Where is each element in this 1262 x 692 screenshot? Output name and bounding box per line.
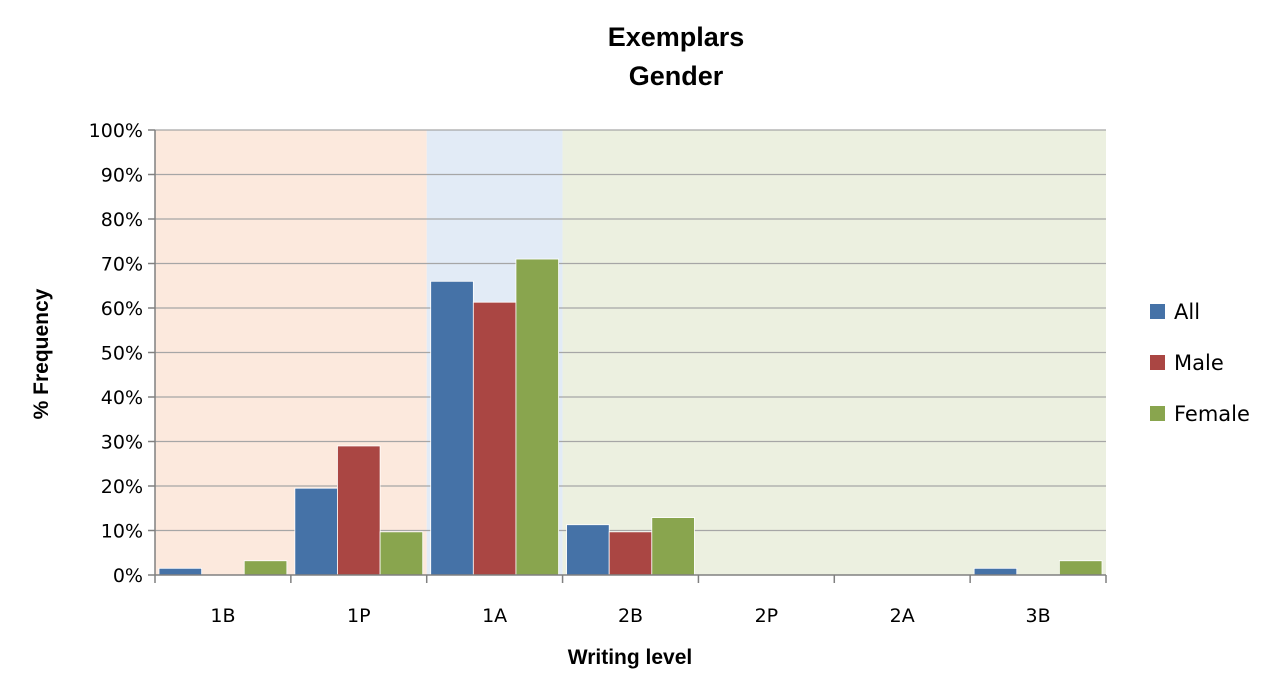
y-tick-label: 80% xyxy=(101,209,143,231)
legend-swatch-male xyxy=(1150,355,1165,370)
legend-label-male: Male xyxy=(1174,351,1224,375)
y-tick-label: 60% xyxy=(101,298,143,320)
legend: All Male Female xyxy=(1150,300,1250,426)
legend-label-female: Female xyxy=(1174,402,1250,426)
x-tick-label: 1B xyxy=(210,605,235,627)
y-tick-label: 50% xyxy=(101,343,143,365)
y-tick-label: 0% xyxy=(113,565,143,587)
bar-all-1b xyxy=(158,567,203,576)
legend-swatch-female xyxy=(1150,406,1165,421)
bar-female-1b xyxy=(243,560,288,576)
bar-male-1a xyxy=(472,301,517,576)
bar-female-2b xyxy=(651,517,695,576)
bar-all-1p xyxy=(294,487,338,576)
bar-male-1p xyxy=(337,445,381,576)
y-tick-label: 10% xyxy=(101,521,143,543)
bar-all-2b xyxy=(566,524,610,576)
y-tick-label: 30% xyxy=(101,432,143,454)
y-tick-label: 40% xyxy=(101,387,143,409)
gridlines xyxy=(155,129,1106,532)
bar-female-1p xyxy=(379,531,424,576)
y-tick-label: 70% xyxy=(101,254,143,276)
y-axis-title: % Frequency xyxy=(30,288,53,419)
bars xyxy=(158,258,1103,576)
x-tick-label: 2A xyxy=(890,605,915,627)
y-tick-label: 90% xyxy=(101,165,143,187)
x-axis-title: Writing level xyxy=(568,646,692,669)
x-tick-label: 2B xyxy=(618,605,643,627)
x-tick-label: 3B xyxy=(1026,605,1051,627)
y-tick-labels: 0% 10% 20% 30% 40% 50% 60% 70% 80% 90% 100% xyxy=(89,120,143,587)
legend-swatch-all xyxy=(1150,304,1165,319)
chart-title: Exemplars xyxy=(608,22,745,52)
axes xyxy=(148,129,1107,583)
bar-female-3b xyxy=(1058,560,1103,576)
x-tick-label: 2P xyxy=(755,605,779,627)
bar-male-2b xyxy=(608,531,653,576)
y-tick-label: 100% xyxy=(89,120,143,142)
chart-subtitle: Gender xyxy=(629,61,724,91)
legend-label-all: All xyxy=(1174,300,1200,324)
y-tick-label: 20% xyxy=(101,476,143,498)
bar-all-1a xyxy=(430,280,474,576)
bar-female-1a xyxy=(515,258,559,576)
x-tick-label: 1P xyxy=(347,605,371,627)
bar-all-3b xyxy=(973,567,1018,576)
x-tick-labels: 1B 1P 1A 2B 2P 2A 3B xyxy=(210,605,1050,627)
x-tick-label: 1A xyxy=(482,605,507,627)
